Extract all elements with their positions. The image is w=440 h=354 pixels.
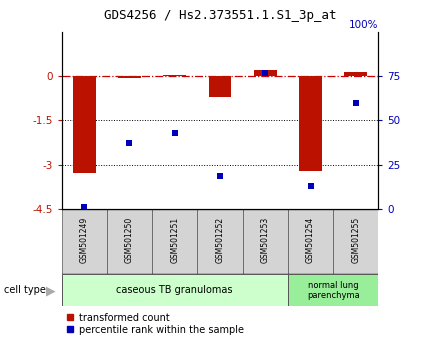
Bar bbox=[254, 70, 277, 76]
Bar bbox=[288, 209, 333, 274]
Legend: transformed count, percentile rank within the sample: transformed count, percentile rank withi… bbox=[66, 313, 244, 335]
Bar bbox=[152, 209, 198, 274]
Text: ▶: ▶ bbox=[46, 285, 55, 297]
Bar bbox=[73, 76, 95, 173]
Text: GSM501252: GSM501252 bbox=[216, 217, 224, 263]
Point bbox=[216, 173, 224, 179]
Text: GSM501254: GSM501254 bbox=[306, 217, 315, 263]
Text: cell type: cell type bbox=[4, 285, 46, 295]
Bar bbox=[299, 76, 322, 171]
Bar bbox=[345, 72, 367, 76]
Bar bbox=[209, 76, 231, 97]
Text: GSM501249: GSM501249 bbox=[80, 217, 89, 263]
Point bbox=[126, 141, 133, 146]
Text: GSM501255: GSM501255 bbox=[351, 217, 360, 263]
Text: normal lung
parenchyma: normal lung parenchyma bbox=[307, 281, 359, 300]
Bar bbox=[288, 274, 378, 306]
Bar bbox=[107, 209, 152, 274]
Bar bbox=[62, 209, 107, 274]
Point bbox=[307, 183, 314, 189]
Point bbox=[352, 100, 359, 105]
Point bbox=[262, 70, 269, 75]
Bar bbox=[333, 209, 378, 274]
Text: GSM501253: GSM501253 bbox=[261, 217, 270, 263]
Point bbox=[81, 204, 88, 210]
Text: caseous TB granulomas: caseous TB granulomas bbox=[117, 285, 233, 295]
Text: GDS4256 / Hs2.373551.1.S1_3p_at: GDS4256 / Hs2.373551.1.S1_3p_at bbox=[104, 9, 336, 22]
Bar bbox=[62, 274, 288, 306]
Bar bbox=[118, 76, 141, 78]
Bar bbox=[198, 209, 242, 274]
Bar bbox=[163, 75, 186, 76]
Point bbox=[171, 130, 178, 136]
Text: 100%: 100% bbox=[349, 20, 378, 30]
Text: GSM501250: GSM501250 bbox=[125, 217, 134, 263]
Text: GSM501251: GSM501251 bbox=[170, 217, 179, 263]
Bar bbox=[242, 209, 288, 274]
